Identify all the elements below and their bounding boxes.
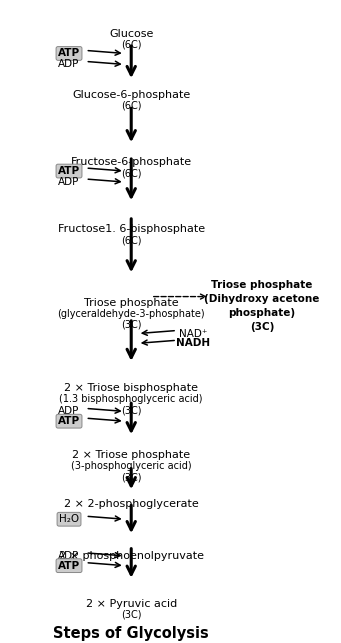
Text: 2 × Pyruvic acid: 2 × Pyruvic acid xyxy=(86,599,177,609)
Text: Steps of Glycolysis: Steps of Glycolysis xyxy=(53,626,209,642)
Text: ATP: ATP xyxy=(58,48,80,59)
Text: (3-phosphoglyceric acid): (3-phosphoglyceric acid) xyxy=(71,462,192,471)
Text: (6C): (6C) xyxy=(121,40,142,50)
Text: NAD⁺: NAD⁺ xyxy=(179,329,208,339)
Text: ATP: ATP xyxy=(58,416,80,426)
Text: Fructose1. 6-bisphosphate: Fructose1. 6-bisphosphate xyxy=(58,224,205,235)
Text: Fructose-6-phosphate: Fructose-6-phosphate xyxy=(71,157,192,167)
Text: ADP: ADP xyxy=(58,59,80,69)
Text: ATP: ATP xyxy=(58,166,80,176)
Text: ADP: ADP xyxy=(58,551,80,561)
Text: (3C): (3C) xyxy=(121,610,142,620)
Text: Glucose-6-phosphate: Glucose-6-phosphate xyxy=(72,90,190,100)
Text: 2 × 2-phosphoglycerate: 2 × 2-phosphoglycerate xyxy=(64,499,198,509)
Text: (6C): (6C) xyxy=(121,168,142,178)
Text: ADP: ADP xyxy=(58,406,80,417)
Text: Glucose: Glucose xyxy=(109,29,153,39)
Text: ATP: ATP xyxy=(58,561,80,571)
Text: (3C): (3C) xyxy=(121,320,142,330)
Text: (3C): (3C) xyxy=(121,473,142,482)
Text: Triose phosphate: Triose phosphate xyxy=(84,298,179,308)
Text: 2 × Triose phosphate: 2 × Triose phosphate xyxy=(72,450,190,460)
Text: Triose phosphate
(Dihydroxy acetone
phosphate)
(3C): Triose phosphate (Dihydroxy acetone phos… xyxy=(205,280,320,332)
Text: H₂O: H₂O xyxy=(59,514,79,524)
Text: (6C): (6C) xyxy=(121,101,142,111)
Text: NADH: NADH xyxy=(176,338,210,349)
Text: ADP: ADP xyxy=(58,177,80,187)
Text: (glyceraldehyde-3-phosphate): (glyceraldehyde-3-phosphate) xyxy=(57,309,205,319)
Text: (6C): (6C) xyxy=(121,235,142,246)
Text: (1.3 bisphosphoglyceric acid): (1.3 bisphosphoglyceric acid) xyxy=(59,394,203,404)
Text: (3C): (3C) xyxy=(121,405,142,415)
Text: 2 × phosphoenolpyruvate: 2 × phosphoenolpyruvate xyxy=(59,551,204,561)
Text: 2 × Triose bisphosphate: 2 × Triose bisphosphate xyxy=(64,383,198,394)
